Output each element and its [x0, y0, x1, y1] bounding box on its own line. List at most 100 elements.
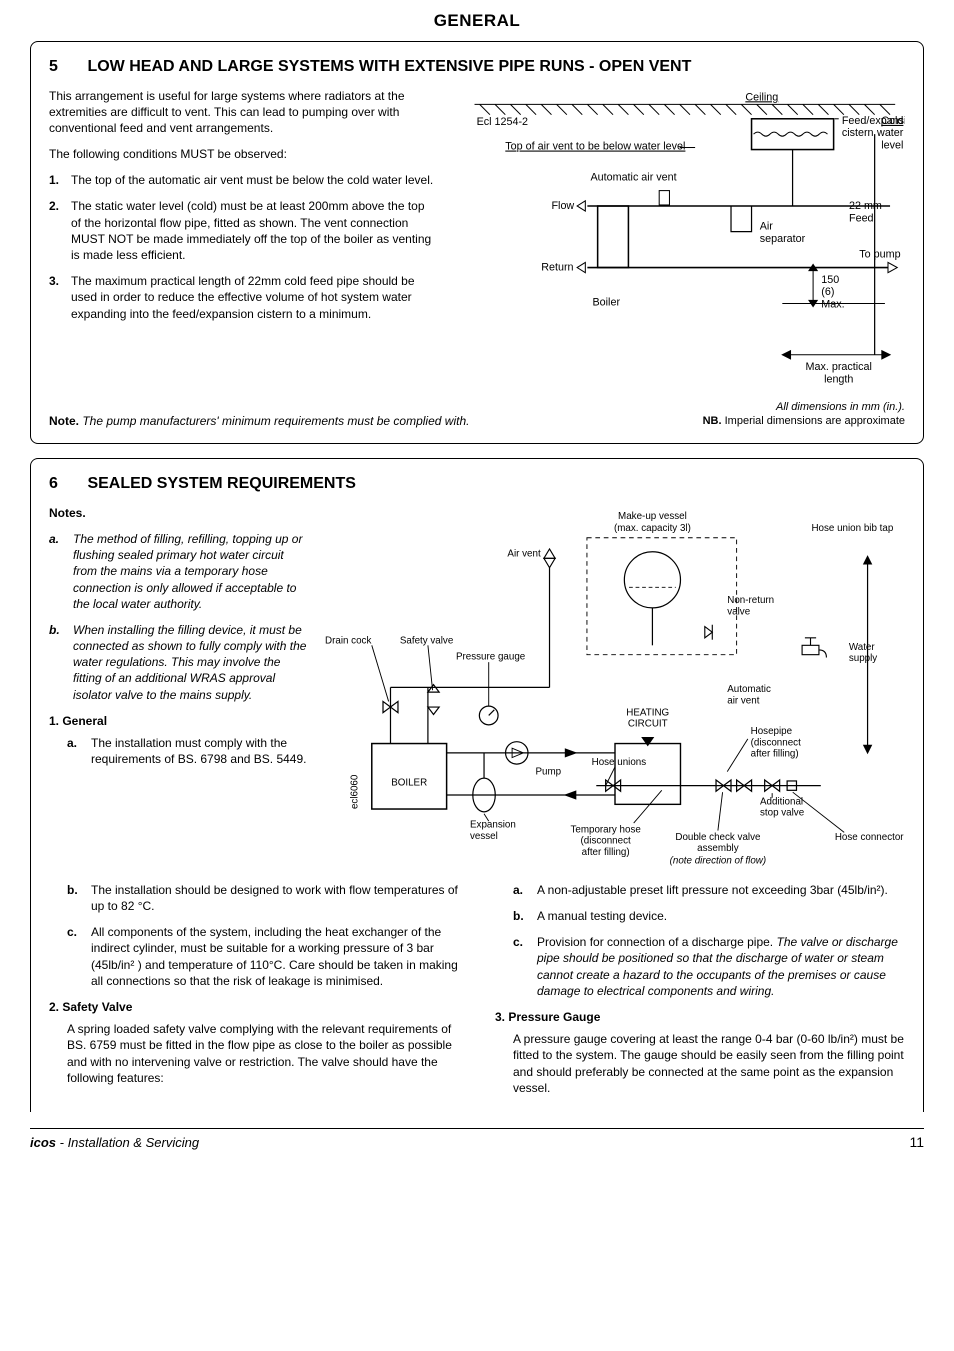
gen-text: All components of the system, including …	[91, 924, 459, 989]
general-head: 1. General	[49, 713, 309, 729]
label-boiler2: BOILER	[391, 777, 427, 788]
note-label: Note.	[49, 414, 79, 428]
s5-item-text: The static water level (cold) must be at…	[71, 198, 434, 263]
label-max: Max.	[821, 298, 844, 310]
s5-item-text: The maximum practical length of 22mm col…	[71, 273, 434, 322]
label-airsep2: separator	[759, 232, 805, 244]
note-letter: a.	[49, 531, 73, 612]
label-dcv2: assembly	[697, 843, 739, 854]
label-ceiling: Ceiling	[745, 91, 778, 103]
label-hose-bib: Hose union bib tap	[811, 523, 893, 534]
label-hp2: (disconnect	[751, 737, 801, 748]
label-22feed: 22 mm	[849, 200, 882, 212]
page-title: GENERAL	[30, 10, 924, 33]
footer-brand: icos	[30, 1135, 56, 1150]
section-5-number: 5	[49, 56, 83, 78]
label-th3: after filling)	[582, 847, 630, 858]
footer-left: icos - Installation & Servicing	[30, 1134, 199, 1152]
s5-item-num: 3.	[49, 273, 71, 322]
s5-item-num: 2.	[49, 198, 71, 263]
footer-subtitle: - Installation & Servicing	[56, 1135, 199, 1150]
label-22feed2: Feed	[849, 212, 874, 224]
sv-text: A manual testing device.	[537, 908, 905, 924]
label-hc1: HEATING	[626, 707, 669, 718]
label-hconn: Hose connector	[835, 832, 904, 843]
label-dcv1: Double check valve	[675, 832, 761, 843]
label-safety: Safety valve	[400, 635, 454, 646]
label-cwl2: water	[876, 127, 904, 139]
label-makeup: Make-up vessel	[618, 511, 687, 522]
label-aav2: Automatic	[727, 684, 771, 695]
section-5-diagram: Ceiling Ecl 1254-2 Feed/expansion cister…	[454, 88, 905, 400]
gen-letter: c.	[67, 924, 91, 989]
sv-text: Provision for connection of a discharge …	[537, 934, 905, 999]
gen-letter: a.	[67, 735, 91, 767]
notes-label: Notes.	[49, 505, 309, 521]
gauge-text: A pressure gauge covering at least the r…	[495, 1031, 905, 1096]
label-ws2: supply	[849, 653, 877, 664]
label-cwl3: level	[881, 139, 903, 151]
label-pump: Pump	[535, 766, 561, 777]
section-5-must: The following conditions MUST be observe…	[49, 146, 434, 162]
gen-text: The installation should be designed to w…	[91, 882, 459, 914]
label-th2: (disconnect	[581, 835, 631, 846]
label-flow: Flow	[551, 200, 574, 212]
footer-page-number: 11	[909, 1133, 924, 1152]
note-text: When installing the filling device, it m…	[73, 622, 309, 703]
section-6-diagram: Make-up vessel (max. capacity 3l) Hose u…	[325, 505, 905, 874]
open-vent-diagram-svg: Ceiling Ecl 1254-2 Feed/expansion cister…	[454, 88, 905, 396]
note-text: The method of filling, refilling, toppin…	[73, 531, 309, 612]
label-aav3: air vent	[727, 695, 759, 706]
gauge-head: 3. Pressure Gauge	[495, 1009, 905, 1025]
section-6-left-col: b.The installation should be designed to…	[49, 882, 459, 1106]
label-6: (6)	[821, 286, 834, 298]
sv-letter: b.	[513, 908, 537, 924]
label-hp1: Hosepipe	[751, 726, 793, 737]
label-150: 150	[821, 273, 839, 285]
label-asv2: stop valve	[760, 807, 805, 818]
sv-letter: c.	[513, 934, 537, 999]
label-expv: Expansion	[470, 820, 516, 831]
label-cistern: cistern	[841, 127, 873, 139]
label-th1: Temporary hose	[570, 824, 641, 835]
label-drain: Drain cock	[325, 635, 371, 646]
section-6-number: 6	[49, 473, 83, 495]
label-nrv: Non-return	[727, 595, 774, 606]
page-footer: icos - Installation & Servicing 11	[30, 1128, 924, 1152]
label-ecl6: ecl6060	[350, 774, 361, 809]
sealed-system-diagram-svg: Make-up vessel (max. capacity 3l) Hose u…	[325, 505, 905, 870]
label-maxprac2: length	[824, 373, 853, 385]
label-expv2: vessel	[470, 831, 498, 842]
section-6-right-col: a.A non-adjustable preset lift pressure …	[495, 882, 905, 1106]
label-nrv2: valve	[727, 606, 750, 617]
label-topump: To pump	[859, 248, 900, 260]
label-airvent: Air vent	[507, 548, 541, 559]
section-5-text: This arrangement is useful for large sys…	[49, 88, 434, 400]
section-6-heading: 6 SEALED SYSTEM REQUIREMENTS	[49, 473, 905, 495]
section-5-intro: This arrangement is useful for large sys…	[49, 88, 434, 137]
safety-head: 2. Safety Valve	[49, 999, 459, 1015]
section-6-notes: Notes. a.The method of filling, refillin…	[49, 505, 309, 874]
label-maxcap: (max. capacity 3l)	[614, 523, 691, 534]
section-5-title: LOW HEAD AND LARGE SYSTEMS WITH EXTENSIV…	[87, 58, 691, 75]
label-airsep: Air	[759, 220, 773, 232]
label-pgauge: Pressure gauge	[456, 651, 526, 662]
label-return: Return	[541, 261, 573, 273]
safety-intro: A spring loaded safety valve complying w…	[49, 1021, 459, 1086]
label-asv1: Additional	[760, 796, 803, 807]
label-hc2: CIRCUIT	[628, 719, 668, 730]
fig-caption: All dimensions in mm (in.).	[703, 400, 905, 415]
label-aav: Automatic air vent	[590, 171, 676, 183]
label-topav: Top of air vent to be below water level	[505, 140, 685, 152]
section-6-title: SEALED SYSTEM REQUIREMENTS	[87, 475, 355, 492]
label-ws: Water	[849, 642, 876, 653]
label-dcv3: (note direction of flow)	[670, 855, 767, 866]
section-5-note-line: Note. The pump manufacturers' minimum re…	[49, 413, 469, 429]
note-letter: b.	[49, 622, 73, 703]
gen-text: The installation must comply with the re…	[91, 735, 309, 767]
label-maxprac: Max. practical	[805, 361, 871, 373]
label-hu: Hose unions	[592, 757, 647, 768]
note-text: The pump manufacturers' minimum requirem…	[82, 414, 469, 428]
label-cwl: Cold	[881, 114, 903, 126]
fig-nb: NB. Imperial dimensions are approximate	[703, 414, 905, 429]
